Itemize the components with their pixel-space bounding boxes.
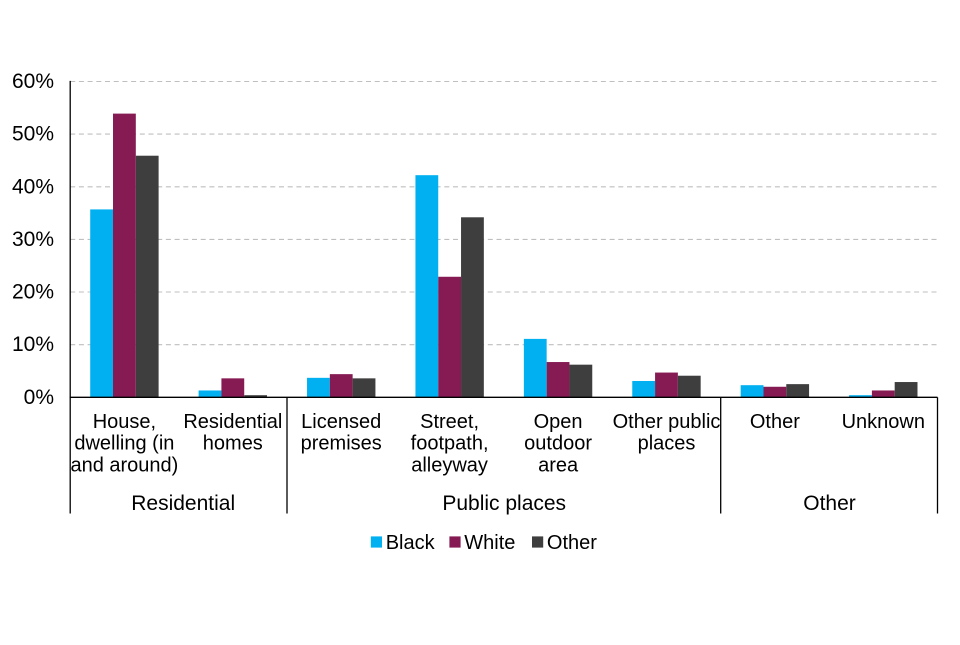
- svg-text:10%: 10%: [12, 333, 54, 356]
- svg-text:House,: House,: [93, 411, 156, 433]
- svg-text:footpath,: footpath,: [411, 433, 489, 455]
- svg-text:Residential: Residential: [183, 411, 282, 433]
- svg-text:30%: 30%: [12, 228, 54, 251]
- svg-text:50%: 50%: [12, 123, 54, 146]
- svg-text:20%: 20%: [12, 281, 54, 304]
- svg-text:Street,: Street,: [420, 411, 479, 433]
- svg-text:Other: Other: [547, 532, 597, 554]
- svg-text:outdoor: outdoor: [524, 433, 592, 455]
- svg-text:alleyway: alleyway: [411, 454, 488, 476]
- svg-text:White: White: [464, 532, 515, 554]
- svg-text:and around): and around): [70, 454, 178, 476]
- svg-text:places: places: [638, 433, 696, 455]
- svg-text:premises: premises: [301, 433, 382, 455]
- svg-text:Other public: Other public: [613, 411, 721, 433]
- svg-text:Unknown: Unknown: [842, 411, 925, 433]
- svg-text:Public places: Public places: [442, 492, 566, 515]
- svg-text:area: area: [538, 454, 579, 476]
- svg-text:Residential: Residential: [131, 492, 235, 515]
- svg-text:Other: Other: [750, 411, 800, 433]
- svg-text:homes: homes: [203, 433, 263, 455]
- svg-text:Other: Other: [803, 492, 856, 515]
- svg-text:dwelling (in: dwelling (in: [74, 433, 174, 455]
- svg-text:40%: 40%: [12, 175, 54, 198]
- svg-text:Black: Black: [386, 532, 436, 554]
- svg-text:Licensed: Licensed: [301, 411, 381, 433]
- svg-text:0%: 0%: [24, 386, 54, 409]
- svg-text:60%: 60%: [12, 70, 54, 93]
- svg-text:Open: Open: [534, 411, 583, 433]
